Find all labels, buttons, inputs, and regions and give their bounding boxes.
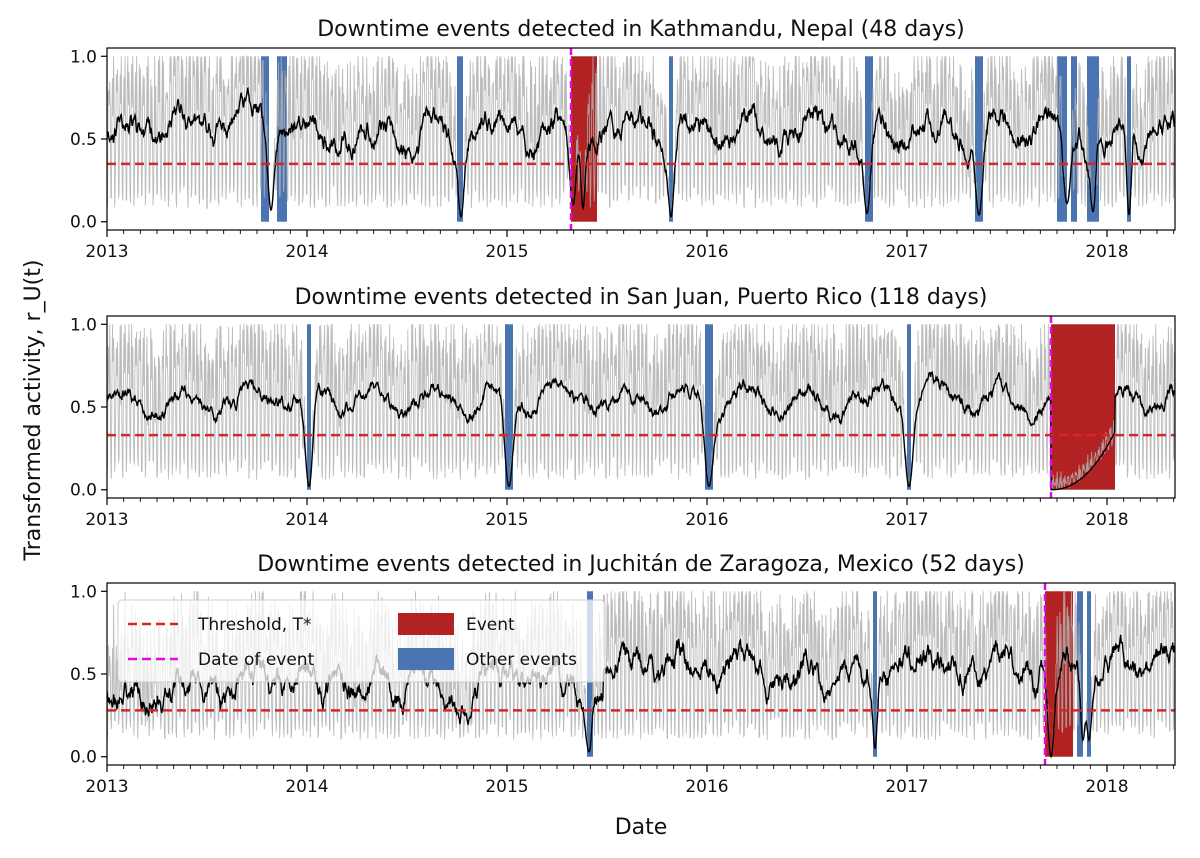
other-event-span — [669, 56, 673, 222]
y-tick-label: 0.0 — [70, 213, 97, 233]
x-tick-label: 2013 — [85, 510, 128, 530]
raw-activity-line — [107, 54, 1175, 219]
other-event-span — [907, 324, 911, 490]
panel-title: Downtime events detected in San Juan, Pu… — [295, 285, 988, 310]
y-tick-label: 0.5 — [70, 665, 97, 685]
other-event-span — [975, 56, 983, 222]
other-event-span — [277, 56, 287, 222]
y-tick-label: 0.5 — [70, 398, 97, 418]
smoothed-activity-line — [107, 371, 1175, 491]
y-tick-label: 1.0 — [70, 582, 97, 602]
other-event-span — [457, 56, 463, 222]
other-event-span — [1087, 591, 1091, 757]
other-event-span — [865, 56, 873, 222]
x-tick-label: 2014 — [285, 510, 328, 530]
x-tick-label: 2015 — [485, 242, 528, 262]
x-tick-label: 2014 — [285, 242, 328, 262]
x-tick-label: 2017 — [885, 777, 928, 797]
y-tick-label: 1.0 — [70, 47, 97, 67]
event-span — [1051, 324, 1115, 490]
plot-area — [107, 48, 1175, 230]
legend: Threshold, T* Date of event Event Other … — [117, 599, 606, 683]
plot-area — [107, 316, 1175, 498]
panel-san-juan: Downtime events detected in San Juan, Pu… — [70, 285, 1176, 530]
x-tick-label: 2017 — [885, 242, 928, 262]
other-event-span — [705, 324, 713, 490]
y-axis-label: Transformed activity, r_U(t) — [21, 260, 46, 562]
y-tick-label: 0.5 — [70, 130, 97, 150]
panel-kathmandu: Downtime events detected in Kathmandu, N… — [70, 17, 1176, 262]
other-event-span — [505, 324, 513, 490]
x-tick-label: 2017 — [885, 510, 928, 530]
x-tick-label: 2016 — [685, 510, 728, 530]
legend-box — [117, 599, 606, 683]
x-axis-label: Date — [615, 815, 668, 840]
x-tick-label: 2016 — [685, 242, 728, 262]
other-event-span — [1127, 56, 1131, 222]
y-tick-label: 0.0 — [70, 481, 97, 501]
x-tick-label: 2015 — [485, 510, 528, 530]
legend-event-label: Event — [466, 615, 515, 635]
other-event-span — [873, 591, 877, 757]
other-event-span — [307, 324, 311, 490]
raw-activity-line — [107, 324, 1175, 490]
x-tick-label: 2013 — [85, 242, 128, 262]
y-tick-label: 0.0 — [70, 748, 97, 768]
x-tick-label: 2018 — [1085, 777, 1128, 797]
x-tick-label: 2018 — [1085, 510, 1128, 530]
other-event-span — [1071, 56, 1077, 222]
x-tick-label: 2018 — [1085, 242, 1128, 262]
x-tick-label: 2015 — [485, 777, 528, 797]
legend-other-events-label: Other events — [466, 650, 577, 670]
smoothed-activity-line — [107, 87, 1175, 219]
legend-event-date-label: Date of event — [198, 650, 315, 670]
x-tick-label: 2016 — [685, 777, 728, 797]
x-tick-label: 2014 — [285, 777, 328, 797]
legend-other-events-swatch — [398, 648, 454, 670]
panel-title: Downtime events detected in Kathmandu, N… — [317, 17, 965, 42]
panel-title: Downtime events detected in Juchitán de … — [257, 552, 1025, 577]
y-tick-label: 1.0 — [70, 315, 97, 335]
x-tick-label: 2013 — [85, 777, 128, 797]
legend-event-swatch — [398, 613, 454, 635]
legend-threshold-label: Threshold, T* — [197, 615, 311, 635]
